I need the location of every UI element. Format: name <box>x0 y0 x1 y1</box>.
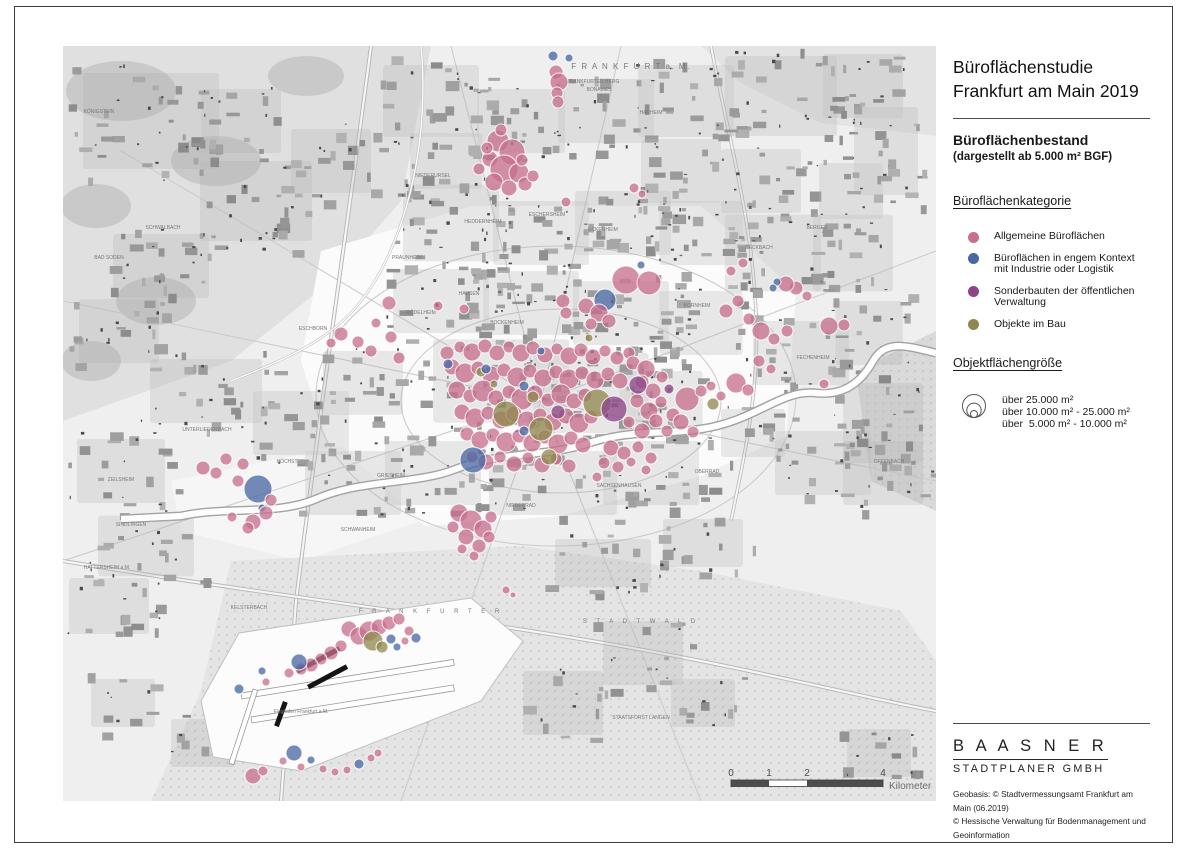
footer-divider <box>953 723 1150 724</box>
svg-text:BONAMES: BONAMES <box>586 87 612 93</box>
svg-text:SCHWALBACH: SCHWALBACH <box>145 225 180 231</box>
svg-text:HATTERSHEIM a.M.: HATTERSHEIM a.M. <box>84 565 131 571</box>
frankfurt-map: F R A N K F U R T a. M. FRANKFURTER BERG B… <box>63 46 936 801</box>
category-label: Sonderbauten der öffentlichen Verwaltung <box>994 284 1135 308</box>
svg-text:SACHSENHAUSEN: SACHSENHAUSEN <box>596 483 641 489</box>
svg-text:FRANKFURTER BERG: FRANKFURTER BERG <box>567 79 620 85</box>
category-label: Allgemeine Büroflächen <box>994 230 1105 242</box>
svg-text:ESCHBORN: ESCHBORN <box>299 326 328 332</box>
urban-fabric <box>67 48 936 780</box>
nested-circles-icon <box>962 394 986 418</box>
svg-text:KÖNIGSTEIN: KÖNIGSTEIN <box>84 108 115 115</box>
category-dot <box>968 319 979 330</box>
svg-text:1: 1 <box>766 768 772 779</box>
category-dot <box>968 286 979 297</box>
svg-text:SCHWANHEIM: SCHWANHEIM <box>341 527 376 533</box>
svg-text:4: 4 <box>880 768 886 779</box>
size-label: über 25.000 m² <box>1002 394 1074 406</box>
groesse-header: Objektflächengröße <box>953 356 1063 370</box>
baasner-logo: B A A S N E R STADTPLANER GMBH <box>953 724 1153 775</box>
legend-panel: Büroflächenstudie Frankfurt am Main 2019… <box>953 55 1157 840</box>
scalebar-ticks: 0 1 2 4 <box>728 768 886 779</box>
section-bestand: Büroflächenbestand (dargestellt ab 5.000… <box>953 132 1157 163</box>
svg-text:OBERRAD: OBERRAD <box>695 469 720 475</box>
svg-text:F R A N K F U R T a. M.: F R A N K F U R T a. M. <box>571 62 691 71</box>
kategorie-header: Büroflächenkategorie <box>953 194 1072 208</box>
category-label: Objekte im Bau <box>994 317 1066 330</box>
svg-text:UNTERLIEDERBACH: UNTERLIEDERBACH <box>182 427 232 433</box>
svg-text:FECHENHEIM: FECHENHEIM <box>796 355 829 361</box>
svg-text:HÖCHST: HÖCHST <box>276 458 297 465</box>
svg-text:OFFENBACH: OFFENBACH <box>874 459 905 465</box>
svg-text:HEDDERNHEIM: HEDDERNHEIM <box>464 219 501 225</box>
svg-text:PRAUNHEIM: PRAUNHEIM <box>392 255 422 261</box>
size-legend-block: über 25.000 m² über 10.000 m² - 25.000 m²… <box>959 391 1157 430</box>
credit-line: Stand: November 2019 <box>953 842 1153 843</box>
svg-text:HAUSEN: HAUSEN <box>459 291 480 297</box>
svg-text:KELSTERBACH: KELSTERBACH <box>231 605 268 611</box>
size-legend: über 25.000 m² über 10.000 m² - 25.000 m²… <box>1002 394 1130 430</box>
legend-item: Allgemeine Büroflächen <box>968 230 1157 243</box>
svg-text:RÖDELHEIM: RÖDELHEIM <box>406 309 436 316</box>
svg-text:ECKENHEIM: ECKENHEIM <box>588 227 618 233</box>
bestand-subtitle: (dargestellt ab 5.000 m² BGF) <box>953 151 1113 163</box>
map-title: Büroflächenstudie Frankfurt am Main 2019 <box>953 55 1157 103</box>
size-label: über 10.000 m² - 25.000 m² <box>1002 406 1130 418</box>
legend-item: Objekte im Bau <box>968 317 1157 330</box>
scalebar: 0 1 2 4 Kilometer <box>728 768 932 792</box>
svg-text:ZEILSHEIM: ZEILSHEIM <box>108 477 134 483</box>
title-line-2: Frankfurt am Main 2019 <box>953 81 1139 101</box>
runways <box>228 658 455 766</box>
bestand-title: Büroflächenbestand <box>953 132 1089 148</box>
size-label: über 5.000 m² - 10.000 m² <box>1002 418 1127 430</box>
category-label: Büroflächen in engem Kontext mit Industri… <box>994 251 1135 275</box>
svg-text:F R A N K F U R T E R: F R A N K F U R T E R <box>359 609 503 615</box>
motorways <box>63 46 936 801</box>
svg-text:S T A D T W A L D: S T A D T W A L D <box>583 619 699 625</box>
legend-item: Büroflächen in engem Kontext mit Industri… <box>968 251 1157 276</box>
category-dot <box>968 253 979 264</box>
svg-text:2: 2 <box>804 768 810 779</box>
svg-text:BORNHEIM: BORNHEIM <box>684 303 711 309</box>
northeast-area <box>701 46 936 136</box>
svg-text:SINDLINGEN: SINDLINGEN <box>116 522 147 528</box>
forest-patches <box>63 56 926 381</box>
title-line-1: Büroflächenstudie <box>953 57 1094 77</box>
category-legend: Allgemeine Büroflächen Büroflächen in eng… <box>968 230 1157 330</box>
svg-text:ESCHERSHEIM: ESCHERSHEIM <box>529 212 566 218</box>
svg-text:GRIESHEIM: GRIESHEIM <box>377 473 405 479</box>
page-sheet: F R A N K F U R T a. M. FRANKFURTER BERG B… <box>14 6 1173 843</box>
svg-text:STAATSFORST LANGEN: STAATSFORST LANGEN <box>612 715 670 721</box>
credit-line: Geobasis: © Stadtvermessungsamt Frankfur… <box>953 789 1133 813</box>
bubble-layer <box>195 50 851 785</box>
svg-text:SECKBACH: SECKBACH <box>745 245 773 251</box>
svg-text:HARHEIM: HARHEIM <box>639 110 662 116</box>
panel-footer: B A A S N E R STADTPLANER GMBH Geobasis:… <box>953 723 1153 843</box>
credits: Geobasis: © Stadtvermessungsamt Frankfur… <box>953 788 1153 843</box>
legend-item: Sonderbauten der öffentlichen Verwaltung <box>968 284 1157 309</box>
svg-text:BERGEN: BERGEN <box>806 225 828 231</box>
svg-text:0: 0 <box>728 768 734 779</box>
credit-line: © Hessische Verwaltung für Bodenmanageme… <box>953 816 1146 840</box>
map-canvas: F R A N K F U R T a. M. FRANKFURTER BERG B… <box>63 46 936 801</box>
category-dot <box>968 231 979 243</box>
logo-line-1: B A A S N E R <box>953 737 1108 760</box>
main-river <box>120 341 936 524</box>
divider-line <box>953 118 1150 119</box>
svg-text:NIEDERRAD: NIEDERRAD <box>506 503 536 509</box>
svg-text:BAD SODEN: BAD SODEN <box>94 255 124 261</box>
svg-text:Flughafen Frankfurt a.M.: Flughafen Frankfurt a.M. <box>274 709 329 715</box>
map-labels: F R A N K F U R T a. M. FRANKFURTER BERG B… <box>84 62 905 721</box>
svg-text:NIEDERURSEL: NIEDERURSEL <box>415 173 451 179</box>
scalebar-unit: Kilometer <box>889 781 932 792</box>
nidda-river <box>230 46 425 383</box>
svg-text:BOCKENHEIM: BOCKENHEIM <box>490 320 524 326</box>
logo-line-2: STADTPLANER GMBH <box>953 763 1105 775</box>
east-bend-texture <box>856 331 936 511</box>
